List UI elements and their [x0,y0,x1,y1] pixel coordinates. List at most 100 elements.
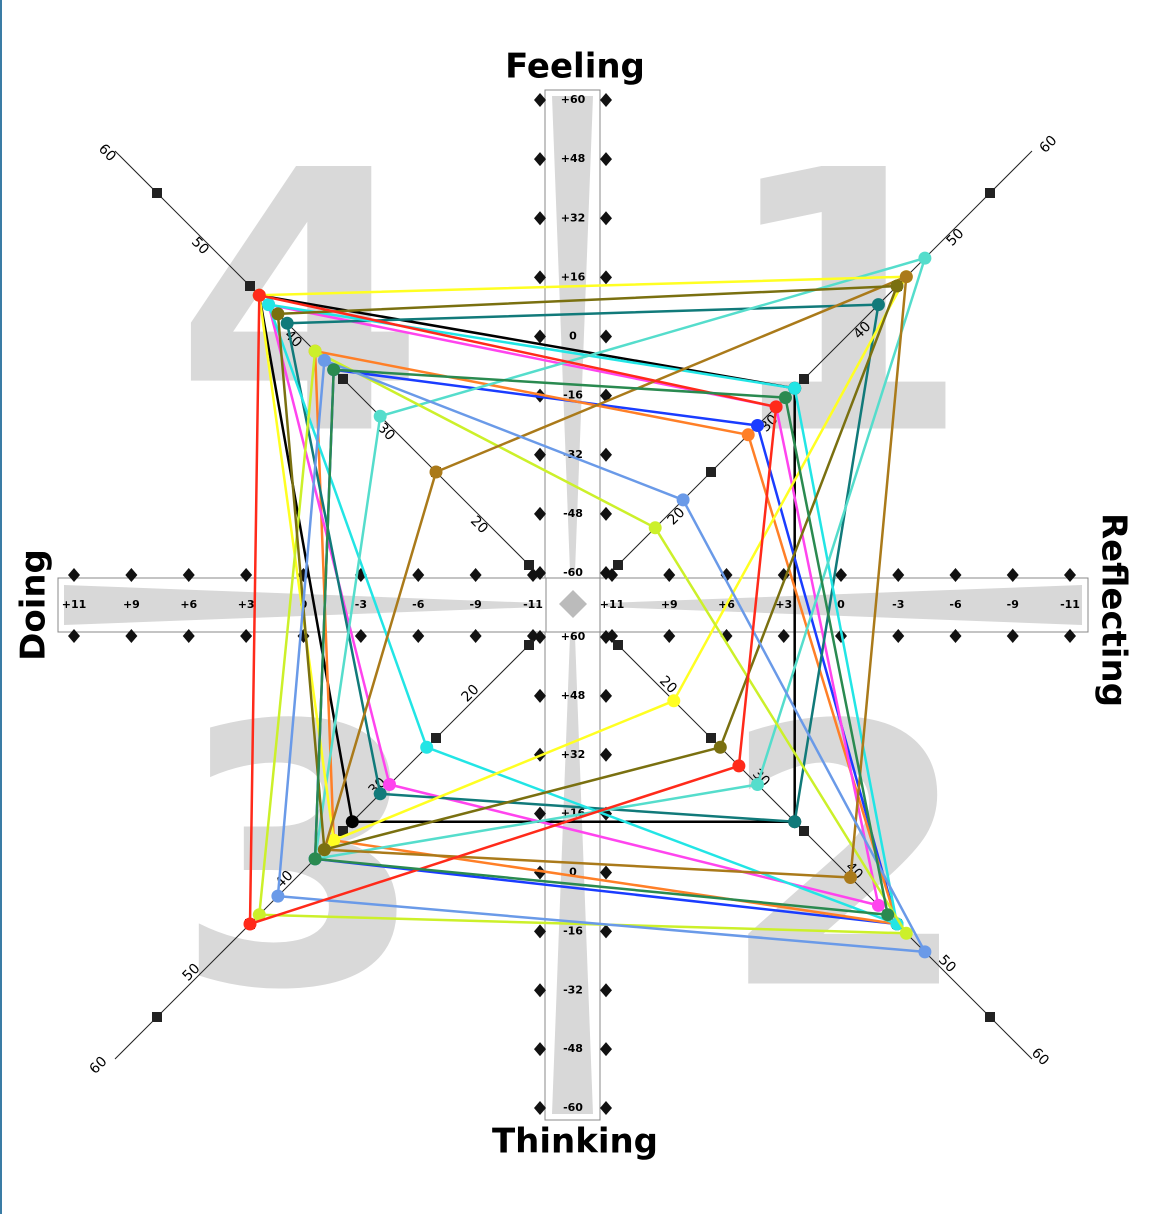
series-point [899,926,913,940]
series-point [648,521,662,535]
tick-marker [182,568,195,582]
series-point [778,391,792,405]
bar-wedge [606,585,1082,625]
quadrant-number: 3 [175,649,426,1068]
tick-marker [469,629,482,643]
tick-marker [412,629,425,643]
axis-tick-label: 60 [1037,133,1061,157]
tick-marker [469,568,482,582]
axis-tick [985,1012,995,1022]
axis-tick-label: 20 [459,682,483,706]
tick-marker [534,329,546,344]
series-point [890,917,904,931]
tick-label: -48 [563,1042,583,1055]
tick-marker [600,211,612,226]
tick-marker [1006,568,1019,582]
tick-marker [1064,568,1076,582]
tick-label: -16 [563,924,583,937]
tick-label: 0 [569,330,577,343]
series-point [871,898,885,912]
tick-label: 0 [837,598,845,611]
tick-label: +16 [561,270,586,283]
tick-marker [600,329,612,344]
axis-tick [799,374,809,384]
tick-label: -6 [412,598,425,611]
series-point [676,493,690,507]
tick-label: +6 [180,598,197,611]
series-point [317,353,331,367]
tick-marker [1006,629,1019,643]
quadrant-number: 1 [720,94,971,513]
tick-marker [534,865,546,880]
series-point [243,917,257,931]
tick-label: -9 [470,598,482,611]
bar-wedge [552,96,593,572]
series-point [741,428,755,442]
tick-marker [892,568,905,582]
axis-tick [613,640,623,650]
tick-label: -11 [523,598,543,611]
tick-label: +32 [561,748,586,761]
series-point [327,363,341,377]
tick-marker [534,688,546,703]
tick-marker [534,1101,546,1115]
tick-marker [600,93,612,107]
tick-marker [534,447,546,462]
series-point [667,694,681,708]
tick-label: +3 [238,598,255,611]
axis-tick [524,640,534,650]
axis-tick-label: 60 [87,1054,111,1078]
tick-marker [68,629,80,643]
tick-label: +60 [561,630,586,643]
series-point [280,316,294,330]
tick-marker [600,1101,612,1115]
center-diamond [559,590,587,618]
tick-label: -6 [949,598,962,611]
axis-tick [245,281,255,291]
tick-marker [68,568,80,582]
series-point [732,759,746,773]
tick-marker [600,1042,612,1057]
tick-label: -11 [1060,598,1080,611]
series-point [373,409,387,423]
tick-label: -3 [892,598,904,611]
tick-marker [354,629,367,643]
tick-marker [125,568,138,582]
axis-tick [338,374,348,384]
axis-title: Doing [14,549,54,661]
tick-marker [600,152,612,167]
tick-marker [600,983,612,998]
axis-title: Feeling [505,47,645,87]
tick-label: 0 [569,866,577,879]
tick-label: +32 [561,211,586,224]
tick-label: -9 [1007,598,1019,611]
tick-marker [600,924,612,939]
tick-label: +9 [661,598,678,611]
tick-marker [835,568,847,582]
axis-tick [613,560,623,570]
tick-marker [600,865,612,880]
diagonal-axis [617,644,1033,1060]
series-point [918,251,932,265]
tick-label: -32 [563,448,583,461]
tick-label: -48 [563,507,583,520]
tick-marker [663,568,676,582]
series-point [788,815,802,829]
tick-marker [534,924,546,939]
tick-marker [534,506,546,521]
axis-tick [338,826,348,836]
tick-marker [949,629,962,643]
series-point [271,889,285,903]
series-point [751,419,764,432]
axis-tick [706,733,716,743]
axis-tick-label: 20 [665,505,689,529]
axis-tick [152,188,162,198]
series-point [420,740,434,754]
series-point [262,298,276,312]
tick-label: +48 [561,689,586,702]
tick-marker [600,506,612,521]
tick-marker [534,630,546,644]
axis-tick [985,188,995,198]
tick-label: +60 [561,93,586,106]
